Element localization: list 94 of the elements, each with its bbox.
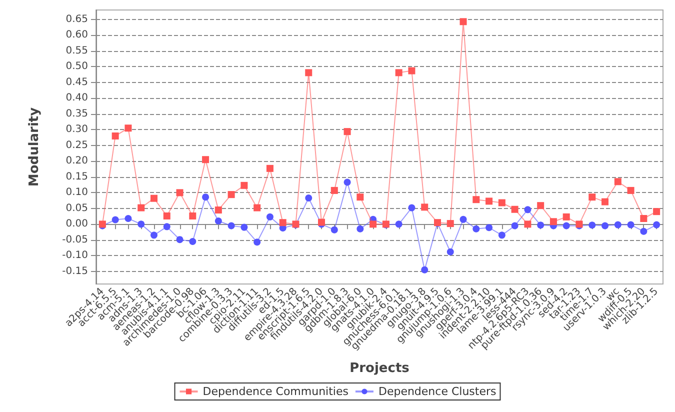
point: [150, 232, 158, 239]
point: [176, 236, 184, 244]
point: [588, 222, 596, 229]
point: [279, 219, 286, 226]
legend-label: Dependence Clusters: [378, 385, 497, 398]
point: [150, 194, 158, 202]
point: [472, 196, 480, 204]
point: [614, 221, 622, 228]
point: [266, 213, 274, 220]
point: [344, 128, 351, 136]
point: [602, 198, 609, 206]
point: [254, 204, 261, 212]
y-tick-label: 0.05: [66, 202, 88, 214]
y-tick-label: 0.55: [66, 45, 88, 56]
point: [627, 186, 634, 194]
point: [602, 222, 609, 230]
point: [395, 69, 402, 76]
point: [524, 220, 532, 228]
point: [240, 182, 248, 189]
point: [537, 222, 544, 229]
point: [138, 220, 145, 228]
y-tick-label: 0.25: [66, 140, 88, 151]
point: [214, 218, 222, 225]
y-tick-label: -0.15: [62, 266, 88, 277]
point: [228, 191, 235, 198]
point: [511, 222, 518, 230]
point: [112, 216, 119, 224]
point: [498, 232, 506, 239]
point: [163, 212, 170, 220]
point: [640, 214, 648, 222]
point: [562, 222, 570, 230]
point: [214, 206, 222, 214]
point: [305, 194, 312, 202]
point: [112, 132, 119, 140]
y-tick-label: 0.65: [66, 14, 88, 25]
point: [344, 178, 351, 186]
point: [486, 224, 493, 232]
y-tick-label: 0.60: [66, 30, 88, 41]
point: [627, 221, 634, 228]
point: [228, 222, 235, 230]
y-tick-label: -0.05: [62, 234, 88, 246]
point: [550, 218, 557, 226]
point: [124, 124, 132, 132]
point: [653, 221, 660, 228]
point: [370, 220, 377, 228]
point: [446, 220, 454, 228]
point: [266, 164, 274, 172]
point: [408, 67, 416, 74]
point: [240, 224, 248, 231]
point: [421, 204, 428, 211]
point: [202, 156, 210, 164]
point: [330, 186, 338, 194]
point: [356, 194, 364, 201]
point: [588, 194, 596, 201]
point: [176, 189, 184, 196]
point: [524, 206, 532, 214]
point: [124, 214, 132, 222]
point: [562, 213, 570, 220]
point: [254, 238, 261, 246]
point: [486, 198, 493, 205]
point: [395, 220, 402, 228]
y-tick-label: 0.30: [66, 124, 88, 136]
point: [189, 212, 196, 220]
y-tick-label: 0.20: [66, 156, 88, 167]
y-tick-label: 0.10: [66, 187, 88, 198]
point: [138, 204, 145, 212]
y-tick-label: 0.40: [66, 92, 88, 104]
point: [202, 194, 210, 201]
y-tick-label: 0.45: [66, 76, 88, 88]
point: [640, 228, 648, 235]
y-axis-title: Modularity: [27, 106, 42, 187]
point: [511, 206, 518, 213]
y-tick-label: 0.00: [66, 218, 88, 230]
point: [446, 248, 454, 256]
point: [305, 69, 312, 76]
point: [614, 178, 622, 186]
point: [356, 225, 364, 232]
legend-label: Dependence Communities: [202, 385, 349, 398]
point: [330, 226, 338, 234]
point: [163, 223, 170, 230]
y-tick-label: 0.35: [66, 108, 88, 120]
point: [460, 18, 467, 26]
y-tick-label: 0.50: [66, 61, 88, 72]
point: [408, 204, 416, 212]
point: [189, 238, 196, 245]
point: [421, 266, 428, 274]
point: [472, 225, 480, 232]
y-tick-label: 0.15: [66, 171, 88, 182]
y-tick-label: -0.10: [62, 250, 88, 262]
x-axis-title: Projects: [350, 361, 410, 376]
point: [537, 202, 544, 210]
point: [498, 199, 506, 206]
point: [460, 216, 467, 223]
point: [653, 208, 660, 216]
